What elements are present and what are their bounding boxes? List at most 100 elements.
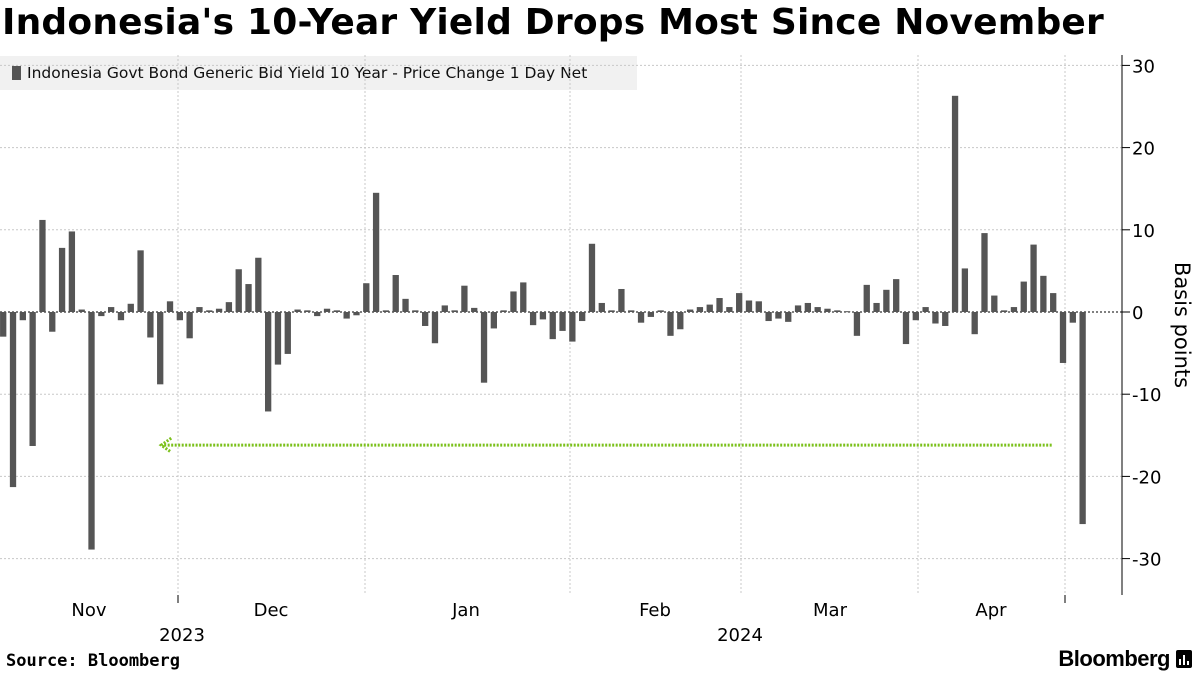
source-note: Source: Bloomberg (6, 651, 180, 671)
bar (176, 312, 183, 321)
bar (441, 305, 448, 312)
y-tick-label: 10 (1132, 221, 1155, 242)
bar (942, 312, 949, 326)
bar (912, 312, 919, 321)
bar (245, 284, 252, 312)
x-year-label: 2023 (159, 625, 205, 646)
bar (804, 302, 812, 312)
bar (843, 311, 851, 313)
bar (814, 307, 821, 312)
bar (1059, 312, 1067, 363)
bar (9, 312, 17, 488)
bar (206, 310, 213, 312)
bar (304, 310, 311, 312)
bar (323, 308, 331, 312)
bar (412, 310, 419, 312)
bar (363, 283, 370, 312)
bar (736, 293, 743, 312)
bar (0, 312, 7, 337)
bar (451, 310, 458, 312)
bar (991, 295, 998, 312)
bar (529, 312, 537, 326)
bar (255, 257, 262, 312)
bar (186, 312, 193, 339)
bar (225, 302, 233, 312)
bar (1030, 244, 1037, 312)
bar (1079, 312, 1086, 525)
bar (166, 301, 174, 312)
bar (539, 312, 547, 320)
x-year-label: 2024 (717, 625, 763, 646)
bar (215, 308, 223, 312)
y-tick-label: -20 (1132, 467, 1161, 488)
bar (893, 279, 900, 312)
bar (1040, 275, 1047, 312)
bar (137, 250, 144, 312)
y-axis-title: Basis points (1170, 262, 1194, 388)
bar (834, 310, 841, 312)
bar (147, 312, 154, 338)
bar (88, 312, 95, 550)
bar (196, 307, 203, 312)
bar (863, 284, 870, 312)
bar (559, 312, 566, 331)
bar (579, 312, 586, 322)
bar (127, 303, 134, 312)
bar (333, 310, 340, 312)
bar (58, 247, 66, 312)
bar (500, 310, 507, 312)
chart-logo-icon (1176, 650, 1192, 668)
bar (755, 301, 762, 312)
x-month-label: Nov (71, 600, 106, 621)
bar (765, 312, 772, 322)
bar (274, 312, 282, 365)
bar (353, 312, 360, 316)
y-tick-label: -30 (1132, 550, 1161, 571)
bar (628, 310, 635, 312)
bar (343, 312, 350, 319)
x-month-label: Apr (975, 600, 1007, 621)
bar (677, 312, 684, 330)
bar (971, 312, 978, 335)
bar (726, 307, 733, 312)
bar (932, 312, 939, 324)
bar (284, 312, 291, 354)
bar (1000, 310, 1008, 312)
bar (157, 312, 164, 385)
bar (598, 302, 605, 312)
bar (716, 298, 723, 312)
x-month-label: Feb (639, 600, 671, 621)
bar (294, 309, 301, 312)
bar (461, 285, 468, 312)
bar (794, 305, 802, 312)
bar (618, 288, 625, 312)
bar (520, 282, 527, 312)
legend-swatch (12, 66, 21, 80)
bar (853, 312, 861, 336)
bar (961, 268, 969, 312)
bar (480, 312, 488, 383)
legend-label: Indonesia Govt Bond Generic Bid Yield 10… (27, 64, 588, 82)
bar (696, 307, 704, 312)
bar (549, 312, 556, 340)
chart-title: Indonesia's 10-Year Yield Drops Most Sin… (2, 2, 1104, 43)
bar (372, 192, 380, 312)
bar (422, 312, 429, 326)
brand-name: Bloomberg (1058, 646, 1170, 671)
bar (235, 269, 242, 312)
bar (745, 300, 753, 312)
bar (569, 312, 576, 342)
bar (382, 310, 390, 312)
legend: Indonesia Govt Bond Generic Bid Yield 10… (0, 56, 637, 90)
bar (68, 231, 76, 312)
bar (314, 312, 321, 317)
bar (647, 312, 655, 317)
bar (39, 219, 46, 312)
bar (824, 308, 831, 312)
bar (471, 307, 478, 312)
bar (78, 309, 85, 312)
y-tick-label: 0 (1132, 303, 1143, 324)
bar (608, 310, 615, 312)
bar (1010, 307, 1018, 312)
